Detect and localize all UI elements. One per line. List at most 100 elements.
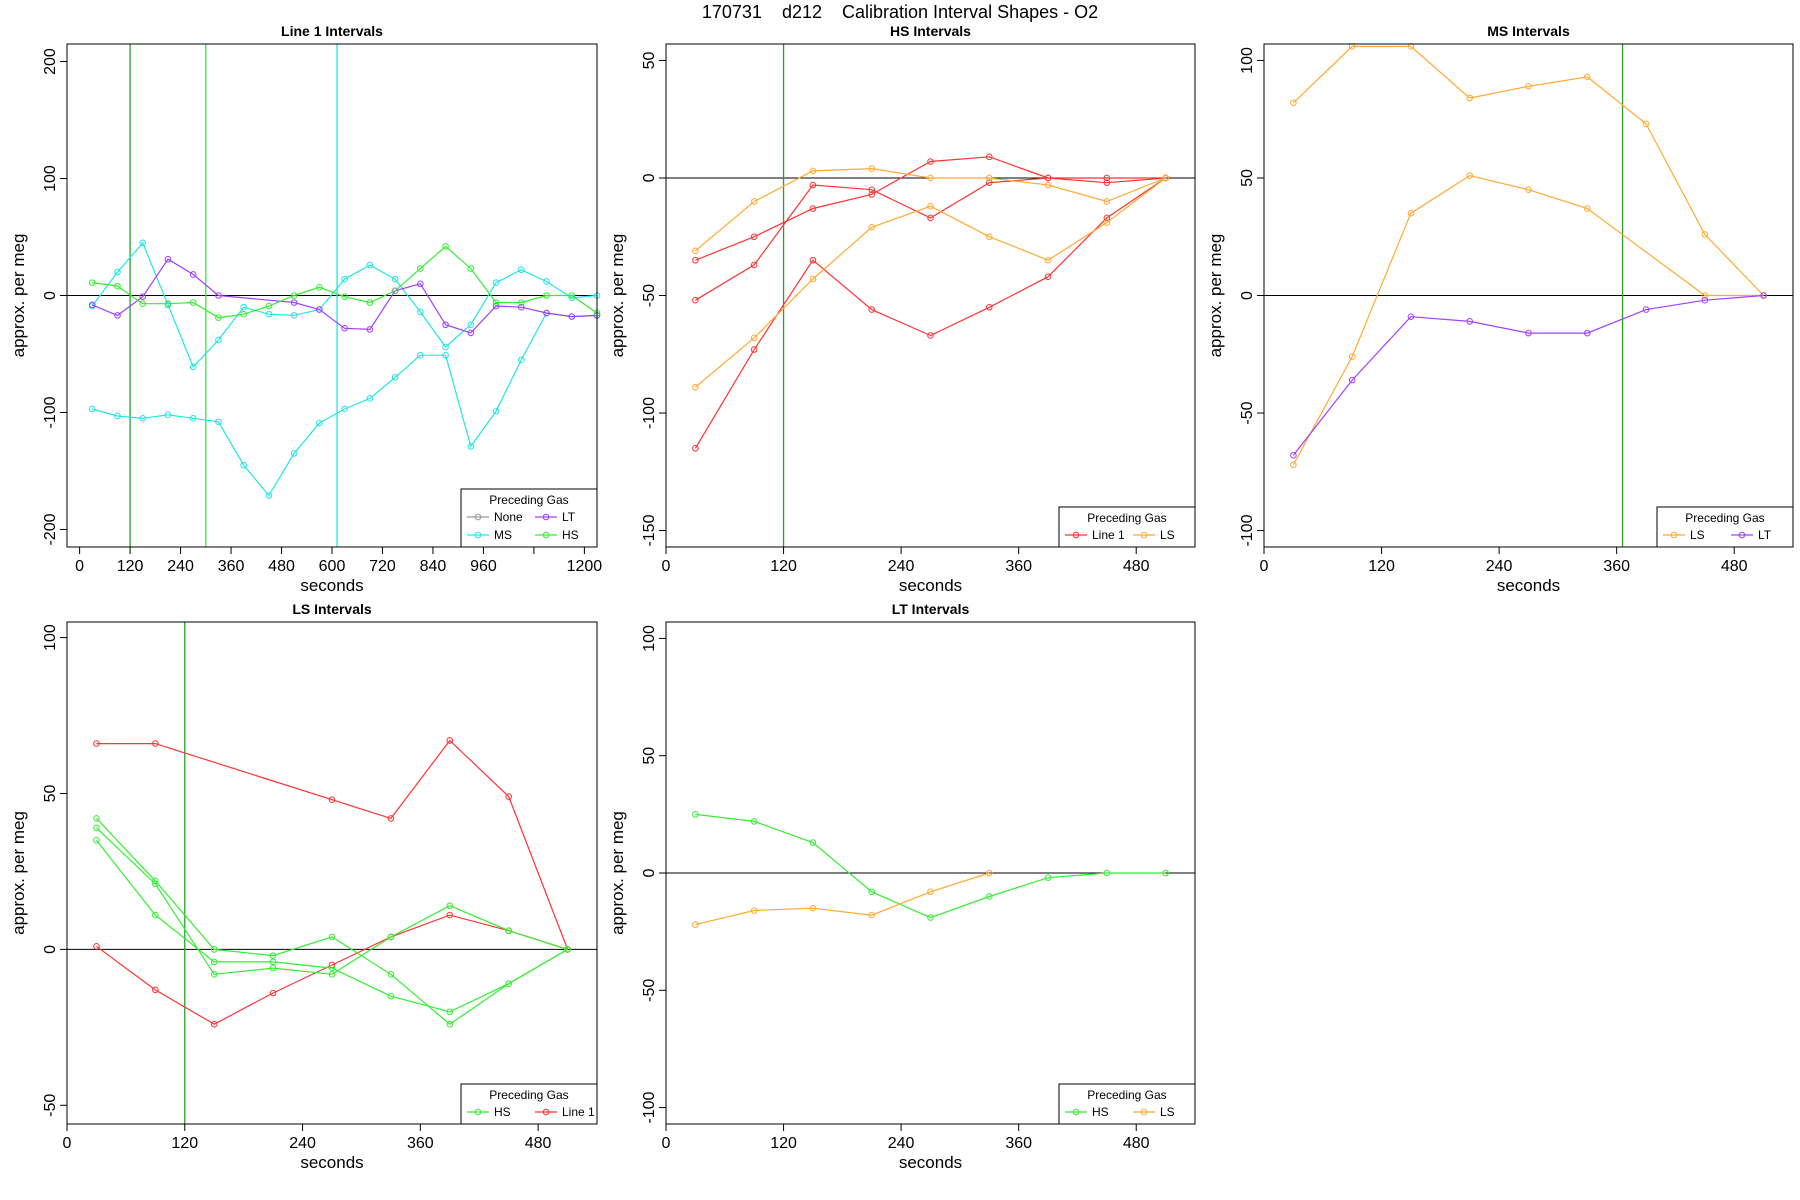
chart-3-ytick-label-2: 50 [42,784,59,802]
chart-0-series-0-point-6 [240,303,247,311]
chart-3-series-4-point-0 [93,836,100,844]
chart-ms-intervals: MS Intervals 0 120 240 360 480 -100 -50 0 50 100 se… [1206,23,1794,595]
chart-0-ytick-label-4: 200 [42,48,59,75]
chart-0-series-1-point-11 [366,395,374,402]
chart-1-ytick-label-4: 50 [641,51,658,69]
chart-3-series-0-point-3 [387,815,395,822]
chart-0-xtick-label-0: 0 [75,558,84,575]
chart-1-ylabel: approx. per meg [608,234,627,358]
chart-0-series-3-point-0 [88,279,96,286]
chart-1-series-4-point-4 [927,174,934,182]
chart-4-series-0-point-4 [927,914,934,921]
chart-4-ytick-label-3: 50 [641,747,658,765]
chart-0-series-0-point-1 [114,268,121,276]
chart-3-series-0-point-0 [93,740,100,747]
chart-2-series-1-point-6 [1701,292,1709,299]
chart-0-series-2-point-4 [189,271,197,278]
chart-2-series-2-point-5 [1583,329,1591,337]
chart-0-series-3-point-8 [290,292,298,299]
chart-2-series-0-point-3 [1466,94,1474,102]
chart-1-ytick-label-3: 0 [641,173,658,182]
chart-0-series-2-point-5 [215,292,222,299]
chart-0-series-3-point-16 [492,299,500,306]
chart-0-series-0-point-2 [139,239,147,247]
chart-2-title: MS Intervals [1487,23,1570,39]
chart-3-series-2-line [95,817,568,1025]
chart-3-series-4-line [95,839,568,1013]
chart-2-series-1-line [1292,174,1764,465]
chart-3-series-2-point-2 [210,946,218,953]
chart-2-xlabel: seconds [1497,576,1560,595]
chart-0-xlabel: seconds [300,576,363,595]
chart-4-xtick-label-2: 240 [888,1135,915,1152]
chart-1-xtick-label-3: 360 [1005,558,1032,575]
chart-0-series-2-point-11 [417,280,424,288]
chart-1-xtick-label-2: 240 [888,558,915,575]
chart-0-series-3-point-11 [366,299,374,306]
chart-1-series-3-point-3 [868,224,876,231]
chart-3-series-4-point-1 [152,911,159,919]
chart-1-series-1-line [695,177,1166,301]
chart-2-legend-label-0: LS [1690,528,1705,542]
chart-0-series-0-point-12 [391,275,399,283]
chart-0-series-4-point-0 [391,287,399,295]
chart-0-series-1-point-2 [139,415,147,422]
chart-4-series-0-point-7 [1103,869,1111,877]
chart-0-series-2-point-15 [517,303,525,311]
chart-0-series-2-point-13 [467,329,475,337]
chart-3-series-1-point-0 [93,942,100,950]
chart-3-series-3-point-5 [387,933,395,941]
chart-0-xtick-label-1: 120 [117,558,144,575]
chart-1-series-2-point-4 [927,158,934,165]
chart-3-legend-label-1: Line 1 [562,1105,595,1119]
chart-1-series-1-point-3 [868,186,876,194]
chart-hs-intervals: HS Intervals 0 120 240 360 480 -150 -100 -50 0 50 s… [608,23,1196,595]
chart-3-frame [66,621,598,1125]
chart-0-ylabel: approx. per meg [9,234,28,358]
chart-0-series-0-point-13 [417,308,424,316]
chart-1-series-0-point-2 [809,256,817,264]
chart-3-series-4-point-5 [387,992,395,1000]
chart-4-series-1-point-5 [985,869,993,877]
chart-0-series-3-point-1 [114,282,121,290]
chart-0-series-3-point-15 [467,265,475,272]
chart-3-series-1-point-2 [210,1020,218,1028]
chart-0-series-0-point-8 [290,312,298,319]
chart-0-series-3-point-5 [215,314,222,322]
chart-3-legend-label-0: HS [494,1105,511,1119]
chart-2-legend-box [1656,506,1794,548]
chart-0-legend-label-1: LT [562,510,576,524]
chart-1-xtick-label-1: 120 [770,558,797,575]
chart-1-series-1-point-0 [692,296,699,304]
chart-2-series-1-point-5 [1583,205,1591,212]
chart-3-series-0-line [96,739,569,950]
chart-2-series-0-point-5 [1583,73,1591,81]
chart-3-series-0-point-1 [152,740,159,747]
chart-3-series-4-point-3 [269,958,277,966]
chart-0-series-3-point-4 [189,299,197,306]
chart-1-ytick-label-0: -150 [641,514,658,546]
chart-2-series-0-point-4 [1525,83,1532,90]
chart-0-series-2-point-7 [316,306,323,313]
chart-4-series-1-point-1 [750,907,758,914]
chart-1-series-2-point-2 [809,205,817,212]
chart-line1-intervals: Line 1 Intervals 0 120 240 360 480 600 720 840 96… [9,23,603,595]
chart-2-series-2-line [1292,294,1764,456]
chart-0-series-2-point-0 [88,301,96,309]
figure-title: 170731 d212 Calibration Interval Shapes … [701,2,1099,22]
chart-0-series-2-point-8 [341,324,348,332]
chart-3-series-2-point-5 [387,971,395,978]
chart-2-xtick-label-0: 0 [1260,558,1269,575]
chart-3-series-3-point-4 [328,971,336,978]
chart-0-series-1-point-5 [215,418,222,426]
chart-3-series-2-point-0 [93,815,100,822]
chart-0-xtick-label-7: 840 [420,558,447,575]
chart-0-series-3-point-10 [341,293,348,300]
chart-0-series-3-point-7 [265,302,273,310]
chart-0-xtick-label-9: 1200 [567,558,603,575]
chart-2-series-2-point-6 [1642,306,1650,313]
chart-0-series-1-point-0 [88,405,96,413]
chart-4-series-1-point-0 [692,921,699,928]
chart-0-ytick-label-3: 100 [42,165,59,192]
chart-4-series-0-point-6 [1044,874,1052,881]
